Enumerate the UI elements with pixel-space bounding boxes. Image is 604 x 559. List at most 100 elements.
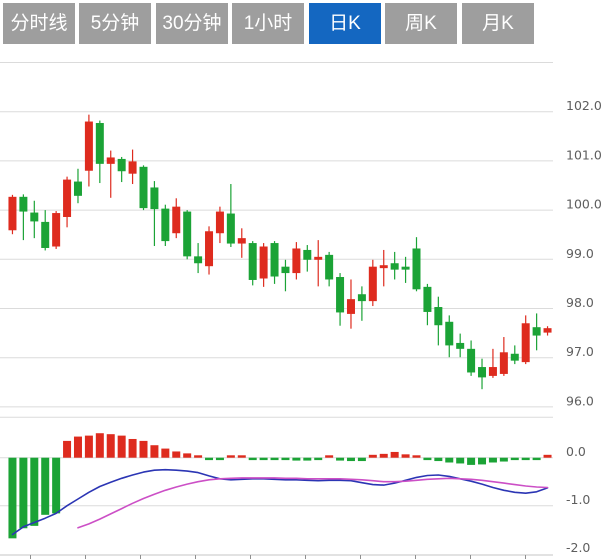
candle-body: [281, 266, 290, 274]
macd-histogram: [8, 433, 552, 539]
candle-body: [456, 342, 465, 349]
macd-bar: [368, 454, 377, 458]
candle-body: [314, 256, 323, 260]
candle-body: [215, 211, 224, 234]
macd-bar: [379, 453, 388, 458]
candle-body: [390, 263, 399, 270]
candle-body: [172, 206, 181, 234]
macd-bar: [8, 457, 17, 539]
price-axis-label: 99.0: [566, 246, 594, 261]
macd-bar: [19, 457, 28, 529]
macd-axis-label: -1.0: [566, 492, 590, 507]
candle-body: [270, 243, 279, 277]
macd-bar: [346, 457, 355, 462]
macd-bar: [30, 457, 39, 526]
candle-body: [412, 248, 421, 290]
macd-bar: [41, 457, 50, 515]
macd-bar: [532, 457, 541, 461]
macd-bar: [128, 438, 137, 458]
candle-body: [150, 187, 159, 210]
macd-bar: [63, 440, 72, 458]
price-axis-label: 96.0: [566, 393, 594, 408]
candle-body: [205, 231, 214, 267]
macd-bar: [95, 433, 104, 458]
macd-bar: [194, 455, 203, 458]
candle-body: [41, 221, 50, 248]
macd-bar: [139, 440, 148, 458]
candle-body: [325, 254, 334, 280]
price-axis-labels: 102.0 101.0 100.0 99.0 98.0 97.0 96.0: [566, 98, 602, 408]
candle-body: [161, 208, 170, 242]
candle-body: [95, 123, 104, 164]
candle-body: [401, 266, 410, 270]
candle-body: [346, 299, 355, 314]
macd-bar: [510, 457, 519, 461]
price-axis-label: 102.0: [566, 98, 602, 113]
candle-body: [543, 328, 552, 333]
candle-body: [434, 307, 443, 326]
candle-body: [499, 352, 508, 374]
macd-bar: [172, 451, 181, 458]
candle-body: [368, 266, 377, 302]
x-axis-ticks: [30, 555, 526, 559]
tab-timeline[interactable]: 分时线: [3, 3, 75, 44]
candle-body: [478, 367, 487, 378]
candle-body: [445, 321, 454, 346]
macd-bar: [248, 457, 257, 461]
macd-bar: [281, 457, 290, 461]
macd-axis-label: -2.0: [566, 540, 590, 555]
candle-body: [488, 367, 497, 376]
macd-bar: [478, 457, 487, 465]
tab-weekly-k[interactable]: 周K: [385, 3, 457, 44]
candle-body: [226, 213, 235, 244]
macd-bar: [357, 457, 366, 462]
candle-body: [128, 161, 137, 174]
price-axis-label: 97.0: [566, 344, 594, 359]
macd-bar: [259, 457, 268, 461]
price-axis-label: 101.0: [566, 147, 602, 162]
candle-body: [423, 286, 432, 312]
macd-bar: [499, 457, 508, 462]
candle-body: [106, 157, 115, 164]
macd-bar: [270, 457, 279, 461]
tab-1hour[interactable]: 1小时: [232, 3, 304, 44]
candle-body: [292, 248, 301, 274]
macd-bar: [226, 455, 235, 458]
candle-body: [63, 179, 72, 217]
macd-bar: [52, 457, 61, 514]
candle-body: [8, 196, 17, 231]
candle-body: [532, 327, 541, 336]
macd-bar: [467, 457, 476, 465]
tab-daily-k[interactable]: 日K: [309, 3, 381, 44]
candle-body: [52, 213, 61, 247]
candle-body: [379, 265, 388, 269]
macd-bar: [521, 457, 530, 461]
macd-bar: [292, 457, 301, 461]
macd-bar: [325, 455, 334, 458]
candle-body: [259, 246, 268, 279]
macd-bar: [456, 457, 465, 464]
tab-5min[interactable]: 5分钟: [79, 3, 151, 44]
macd-bar: [336, 457, 345, 461]
candle-body: [183, 211, 192, 257]
candle-body: [237, 238, 246, 244]
candle-body: [194, 256, 203, 264]
timeframe-tabbar: 分时线 5分钟 30分钟 1小时 日K 周K 月K: [0, 0, 604, 45]
macd-bar: [543, 454, 552, 458]
macd-bar: [183, 453, 192, 458]
candle-body: [510, 353, 519, 361]
macd-bar: [84, 435, 93, 458]
price-axis-label: 100.0: [566, 197, 602, 212]
candle-body: [117, 158, 126, 172]
macd-axis-label: 0.0: [566, 444, 586, 459]
tab-monthly-k[interactable]: 月K: [462, 3, 534, 44]
candle-body: [84, 121, 93, 171]
macd-bar: [117, 435, 126, 458]
macd-bar: [161, 448, 170, 458]
candle-body: [521, 323, 530, 363]
candle-body: [357, 294, 366, 302]
tab-30min[interactable]: 30分钟: [156, 3, 228, 44]
candle-body: [303, 249, 312, 260]
candles: [8, 114, 552, 390]
